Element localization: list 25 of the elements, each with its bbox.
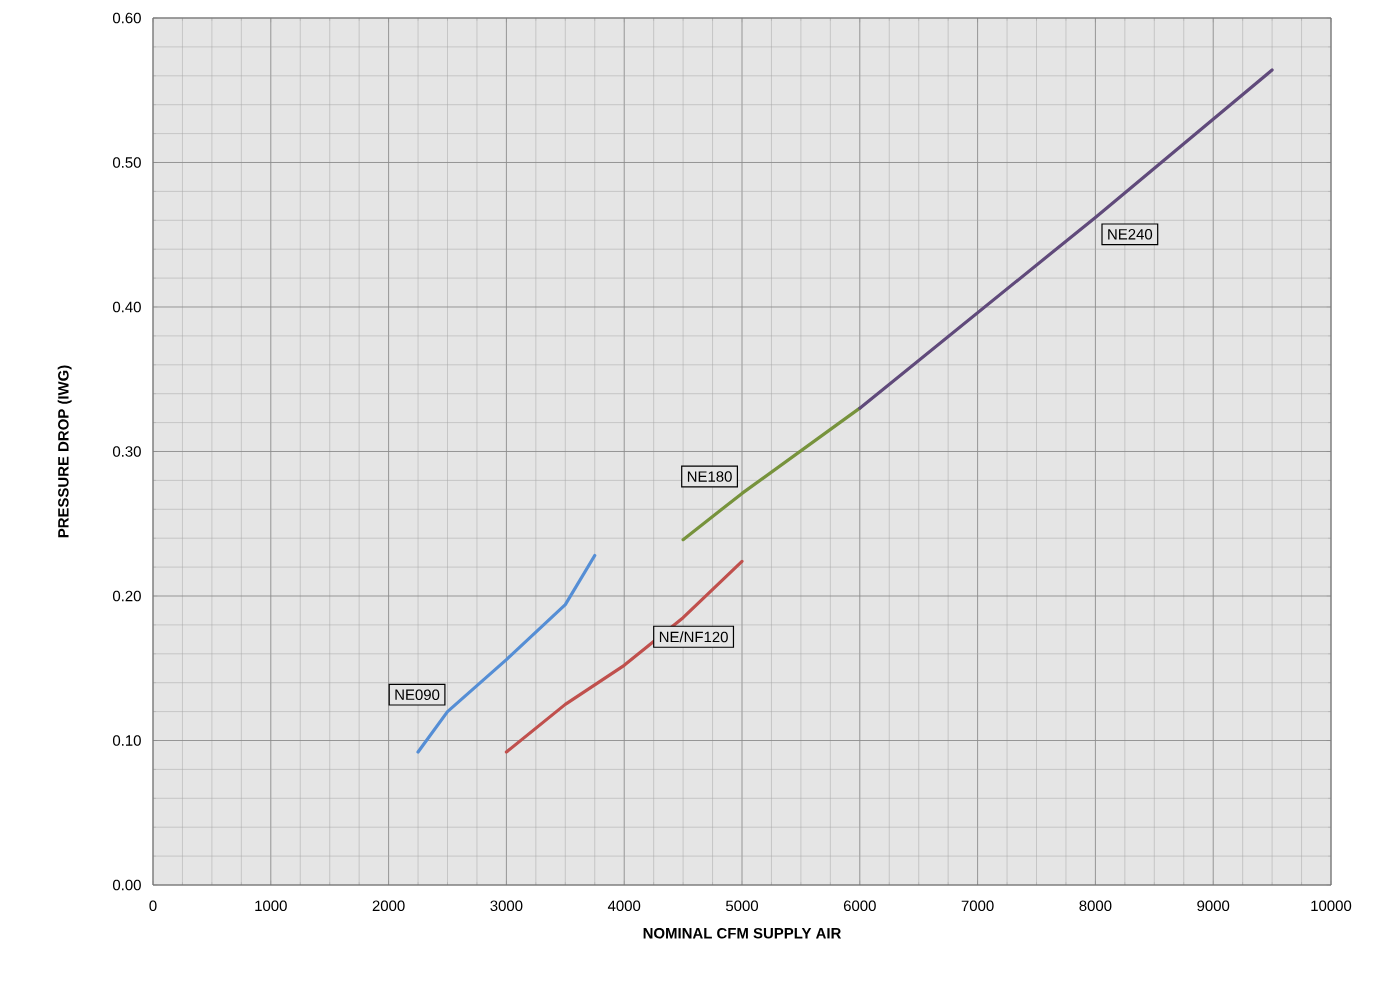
series-label: NE180 [687,471,732,482]
line-series [504,559,744,754]
x-tick-label: 0 [149,900,157,912]
x-tick-label: 3000 [490,900,523,912]
x-tick-label: 4000 [607,900,641,912]
x-tick-label: 5000 [725,900,759,912]
series-label: NE090 [395,689,440,700]
x-tick-label: 10000 [1311,900,1352,912]
x-tick-label: 9000 [1197,900,1230,912]
x-tick-label: 2000 [372,900,405,912]
series-label: NE/NF120 [659,631,728,643]
y-tick-label: 0.10 [112,735,141,746]
x-tick-label: 8000 [1079,900,1112,912]
y-tick-label: 0.60 [112,12,141,24]
y-tick-label: 0.30 [112,446,141,457]
y-tick-label: 0.20 [112,590,141,602]
x-axis-title: NOMINAL CFM SUPPLY AIR [643,927,842,939]
x-tick-label: 1000 [255,900,287,912]
y-tick-label: 0.00 [112,879,141,891]
x-tick-label: 6000 [843,900,876,912]
series-label: NE240 [1108,229,1153,240]
y-tick-label: 0.50 [112,157,141,168]
x-tick-label: 7000 [961,900,994,912]
y-axis-title: PRESSURE DROP (IWG) [57,365,72,538]
y-tick-label: 0.40 [112,301,141,313]
